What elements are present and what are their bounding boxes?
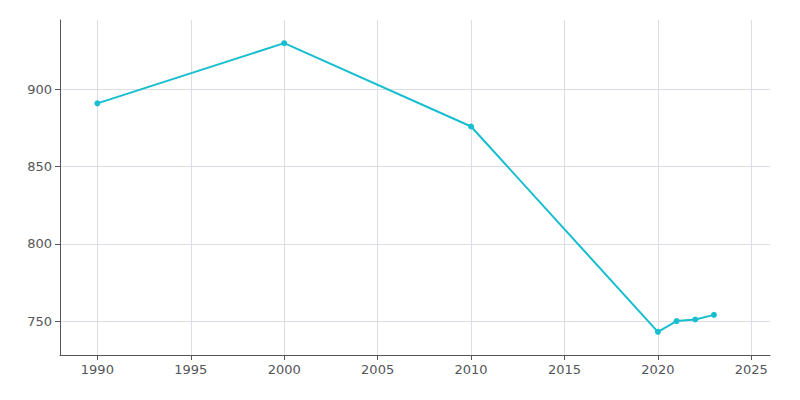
svg-text:2025: 2025 xyxy=(735,362,768,377)
svg-text:850: 850 xyxy=(27,159,52,174)
svg-text:2015: 2015 xyxy=(548,362,581,377)
svg-text:2005: 2005 xyxy=(361,362,394,377)
svg-text:2010: 2010 xyxy=(455,362,488,377)
svg-text:2000: 2000 xyxy=(268,362,301,377)
svg-text:1990: 1990 xyxy=(81,362,114,377)
svg-text:900: 900 xyxy=(27,82,52,97)
svg-text:750: 750 xyxy=(27,314,52,329)
svg-text:1995: 1995 xyxy=(174,362,207,377)
svg-text:2020: 2020 xyxy=(641,362,674,377)
svg-text:800: 800 xyxy=(27,236,52,251)
